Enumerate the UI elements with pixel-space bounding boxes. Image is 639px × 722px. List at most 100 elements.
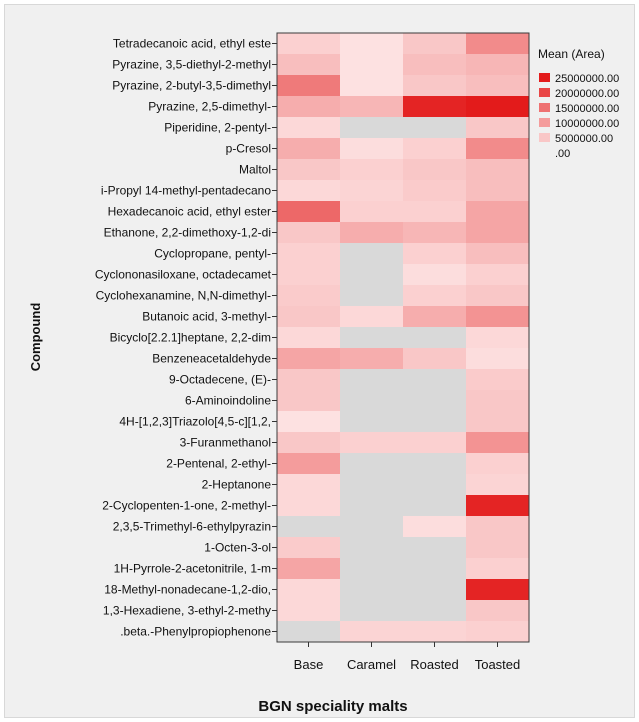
heatmap-cell bbox=[403, 138, 466, 159]
heatmap-cell bbox=[277, 411, 340, 432]
heatmap-cell bbox=[403, 117, 466, 138]
heatmap-cell bbox=[403, 180, 466, 201]
legend-label: 10000000.00 bbox=[555, 118, 619, 130]
heatmap-cell bbox=[403, 474, 466, 495]
heatmap-cell bbox=[340, 327, 403, 348]
heatmap-cell bbox=[340, 600, 403, 621]
heatmap-cell bbox=[340, 138, 403, 159]
row-label: Butanoic acid, 3-methyl- bbox=[142, 310, 271, 324]
row-label: Benzeneacetaldehyde bbox=[152, 352, 271, 366]
heatmap-cell bbox=[403, 516, 466, 537]
heatmap-cell bbox=[277, 390, 340, 411]
heatmap-cell bbox=[403, 537, 466, 558]
heatmap-cell bbox=[466, 222, 529, 243]
heatmap-cell bbox=[277, 96, 340, 117]
heatmap-cell bbox=[340, 621, 403, 642]
heatmap-cell bbox=[277, 621, 340, 642]
heatmap-cell bbox=[403, 432, 466, 453]
row-label: 9-Octadecene, (E)- bbox=[169, 373, 271, 387]
heatmap-cell bbox=[340, 516, 403, 537]
heatmap-cell bbox=[340, 243, 403, 264]
row-label: 2-Cyclopenten-1-one, 2-methyl- bbox=[102, 499, 271, 513]
heatmap-cell bbox=[277, 243, 340, 264]
heatmap-cell bbox=[340, 474, 403, 495]
heatmap-cell bbox=[340, 159, 403, 180]
row-label: 3-Furanmethanol bbox=[180, 436, 271, 450]
heatmap-cell bbox=[403, 33, 466, 54]
column-label: Roasted bbox=[410, 657, 458, 672]
row-label: Ethanone, 2,2-dimethoxy-1,2-di bbox=[104, 226, 271, 240]
heatmap-cell bbox=[466, 579, 529, 600]
row-label: i-Propyl 14-methyl-pentadecano bbox=[101, 184, 271, 198]
row-label: 18-Methyl-nonadecane-1,2-dio, bbox=[104, 583, 271, 597]
legend-swatch bbox=[539, 73, 550, 82]
legend-swatch bbox=[539, 118, 550, 127]
heatmap-cell bbox=[340, 201, 403, 222]
heatmap-cell bbox=[403, 579, 466, 600]
heatmap-cell bbox=[466, 180, 529, 201]
heatmap-cell bbox=[403, 222, 466, 243]
legend-swatch bbox=[539, 133, 550, 142]
legend-label: 15000000.00 bbox=[555, 103, 619, 115]
heatmap-cell bbox=[466, 411, 529, 432]
heatmap-cell bbox=[277, 516, 340, 537]
row-label: p-Cresol bbox=[226, 142, 271, 156]
legend-label: 20000000.00 bbox=[555, 88, 619, 100]
heatmap-cell bbox=[340, 579, 403, 600]
heatmap-cell bbox=[277, 558, 340, 579]
heatmap-cell bbox=[340, 495, 403, 516]
legend-label: 5000000.00 bbox=[555, 133, 613, 145]
heatmap-cell bbox=[466, 54, 529, 75]
heatmap-cell bbox=[340, 537, 403, 558]
heatmap-cell bbox=[277, 432, 340, 453]
heatmap-cell bbox=[340, 348, 403, 369]
heatmap-cell bbox=[466, 348, 529, 369]
heatmap-cell bbox=[403, 453, 466, 474]
heatmap-cell bbox=[466, 495, 529, 516]
row-label: Tetradecanoic acid, ethyl este bbox=[113, 37, 271, 51]
heatmap-cell bbox=[403, 306, 466, 327]
heatmap-cell bbox=[466, 327, 529, 348]
column-label: Toasted bbox=[475, 657, 521, 672]
x-axis-title: BGN speciality malts bbox=[258, 698, 407, 715]
heatmap-cell bbox=[403, 369, 466, 390]
row-label: 2,3,5-Trimethyl-6-ethylpyrazin bbox=[113, 520, 271, 534]
legend-swatch bbox=[539, 88, 550, 97]
heatmap-cells bbox=[277, 33, 529, 642]
heatmap-cell bbox=[277, 453, 340, 474]
heatmap-cell bbox=[340, 306, 403, 327]
heatmap-cell bbox=[403, 201, 466, 222]
heatmap-cell bbox=[466, 96, 529, 117]
heatmap-cell bbox=[403, 285, 466, 306]
heatmap-cell bbox=[340, 75, 403, 96]
column-labels: Base Caramel Roasted Toasted bbox=[294, 642, 521, 672]
heatmap-cell bbox=[466, 390, 529, 411]
heatmap-cell bbox=[466, 75, 529, 96]
heatmap-cell bbox=[277, 54, 340, 75]
heatmap-cell bbox=[466, 306, 529, 327]
row-label: 2-Pentenal, 2-ethyl- bbox=[166, 457, 271, 471]
heatmap-cell bbox=[340, 432, 403, 453]
row-label: Maltol bbox=[239, 163, 271, 177]
heatmap-cell bbox=[466, 369, 529, 390]
heatmap-cell bbox=[340, 33, 403, 54]
heatmap-cell bbox=[277, 138, 340, 159]
plot-border bbox=[276, 32, 530, 643]
legend-label: 25000000.00 bbox=[555, 73, 619, 85]
legend: Mean (Area) 25000000.00 20000000.00 150000… bbox=[538, 47, 619, 160]
heatmap-cell bbox=[277, 306, 340, 327]
row-label: Cyclohexanamine, N,N-dimethyl- bbox=[96, 289, 271, 303]
heatmap-cell bbox=[340, 558, 403, 579]
legend-swatch bbox=[539, 103, 550, 112]
heatmap-cell bbox=[340, 54, 403, 75]
heatmap-cell bbox=[340, 453, 403, 474]
heatmap-cell bbox=[277, 579, 340, 600]
heatmap-cell bbox=[466, 600, 529, 621]
heatmap-cell bbox=[277, 159, 340, 180]
row-label: 2-Heptanone bbox=[202, 478, 272, 492]
heatmap-cell bbox=[277, 180, 340, 201]
heatmap-cell bbox=[277, 474, 340, 495]
heatmap-cell bbox=[403, 159, 466, 180]
heatmap-cell bbox=[403, 600, 466, 621]
heatmap-cell bbox=[403, 264, 466, 285]
